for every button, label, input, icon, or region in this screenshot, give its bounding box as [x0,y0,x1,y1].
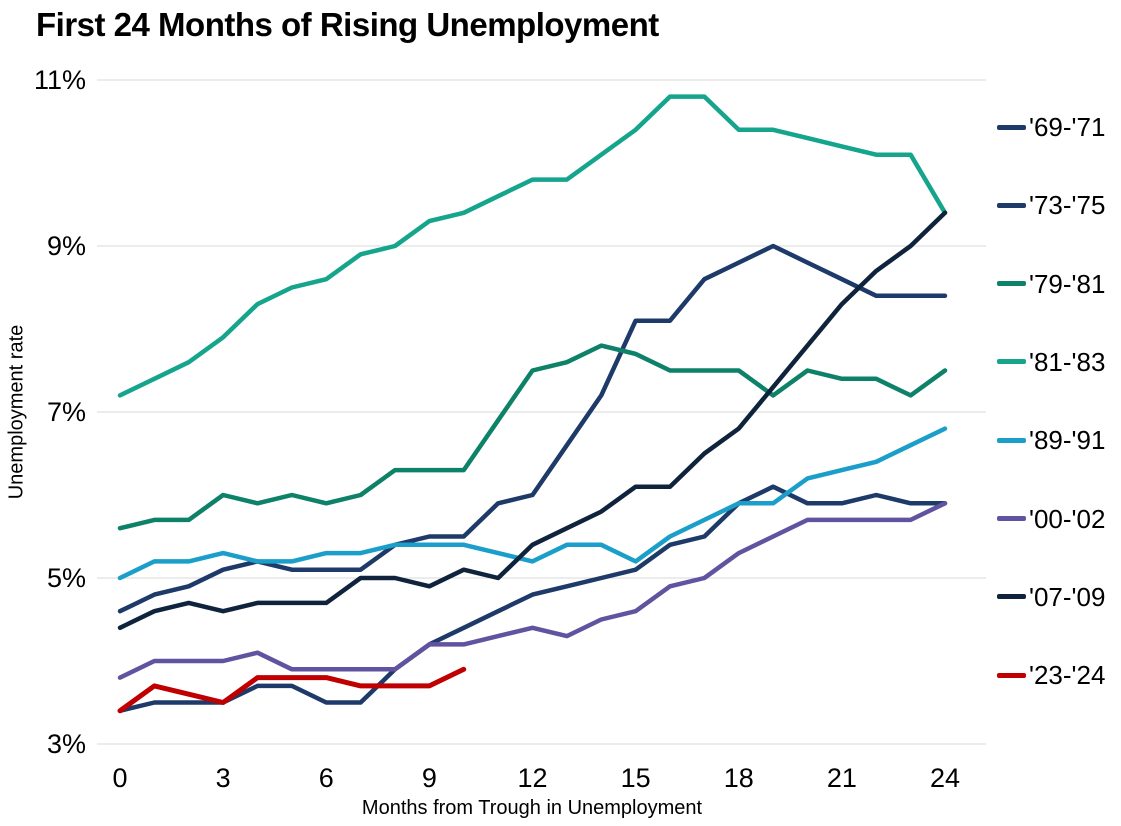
legend-swatch-07-09 [997,594,1026,600]
legend-swatch-69-71 [997,124,1026,130]
legend-label-81-83: '81-'83 [1029,346,1106,377]
x-axis-title: Months from Trough in Unemployment [361,797,703,819]
legend-label-73-75: '73-'75 [1029,190,1106,221]
legend-label-23-24: '23-'24 [1029,660,1106,691]
y-tick-5%: 5% [46,563,86,593]
legend-label-89-91: '89-'91 [1029,425,1106,456]
series-line-00-02 [117,501,948,680]
legend-swatch-79-81 [997,281,1026,287]
x-tick-3: 3 [215,763,231,793]
y-tick-7%: 7% [46,397,86,427]
y-tick-3%: 3% [46,729,86,759]
series-line-89-91 [117,426,948,581]
legend-label-69-71: '69-'71 [1029,112,1106,142]
x-tick-24: 24 [929,763,961,793]
x-tick-0: 0 [112,763,128,793]
legend-item-00-02: '00-'02 [997,503,1105,535]
chart-title: First 24 Months of Rising Unemployment [36,6,659,43]
legend-swatch-89-91 [997,437,1026,443]
legend-item-23-24: '23-'24 [997,659,1105,691]
x-tick-18: 18 [723,763,754,793]
series-line-81-83 [117,94,948,398]
legend-item-89-91: '89-'91 [997,424,1105,456]
x-tick-12: 12 [517,763,548,793]
legend-label-07-09: '07-'09 [1029,581,1106,612]
x-tick-15: 15 [620,763,651,793]
legend-swatch-81-83 [997,359,1026,365]
legend-item-81-83: '81-'83 [997,346,1105,378]
series-line-69-71 [117,484,948,714]
series-line-23-24 [117,666,467,714]
legend-swatch-23-24 [997,672,1026,678]
x-tick-21: 21 [826,763,857,793]
y-axis-title: Unemployment rate [5,324,28,500]
series-line-07-09 [117,210,948,631]
legend-label-79-81: '79-'81 [1029,268,1106,299]
legend-item-79-81: '79-'81 [997,268,1105,300]
x-tick-9: 9 [421,763,437,793]
legend-item-07-09: '07-'09 [997,581,1105,613]
x-tick-6: 6 [318,763,334,793]
legend-swatch-73-75 [997,202,1026,208]
y-tick-11%: 11% [33,65,86,95]
legend-item-69-71: '69-'71 [997,111,1105,143]
y-tick-9%: 9% [46,231,86,261]
series-line-79-81 [117,343,948,531]
legend-label-00-02: '00-'02 [1029,503,1106,534]
legend-swatch-00-02 [997,516,1026,521]
legend-item-73-75: '73-'75 [997,189,1105,221]
